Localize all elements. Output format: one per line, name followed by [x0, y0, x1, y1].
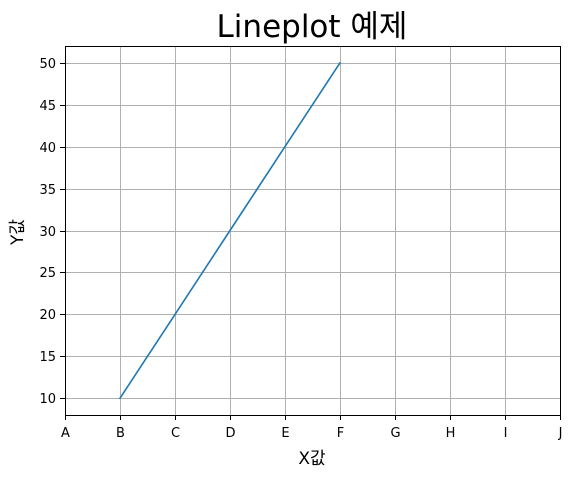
y-tick-label: 20: [39, 308, 56, 323]
y-tick-label: 35: [39, 183, 56, 198]
series-layer: [118, 61, 342, 400]
y-tick-label: 40: [39, 141, 56, 156]
series-line: [118, 61, 342, 400]
y-tick-label: 50: [39, 57, 56, 72]
x-tick-label: H: [446, 426, 456, 441]
y-axis-ticks: 10 15 20 25 30 35 40 45 50: [39, 57, 65, 407]
x-tick-label: D: [225, 426, 235, 441]
x-tick-label: C: [171, 426, 180, 441]
x-tick-label: J: [558, 426, 563, 441]
plot-frame: [65, 46, 561, 416]
y-axis-label: Y값: [8, 219, 28, 246]
y-tick-label: 25: [39, 266, 56, 281]
x-tick-label: B: [116, 426, 125, 441]
y-tick-label: 45: [39, 99, 56, 114]
x-tick-label: F: [337, 426, 344, 441]
y-tick-label: 30: [39, 225, 56, 240]
y-tick-label: 10: [39, 392, 56, 407]
x-axis-ticks: A B C D E F G H I J: [61, 415, 562, 441]
chart-title: Lineplot 예제: [217, 9, 408, 45]
x-axis-label: X값: [298, 449, 326, 469]
x-tick-label: G: [390, 426, 400, 441]
y-tick-label: 15: [39, 350, 56, 365]
x-tick-label: I: [504, 426, 508, 441]
x-tick-label: E: [281, 426, 289, 441]
x-tick-label: A: [61, 426, 70, 441]
